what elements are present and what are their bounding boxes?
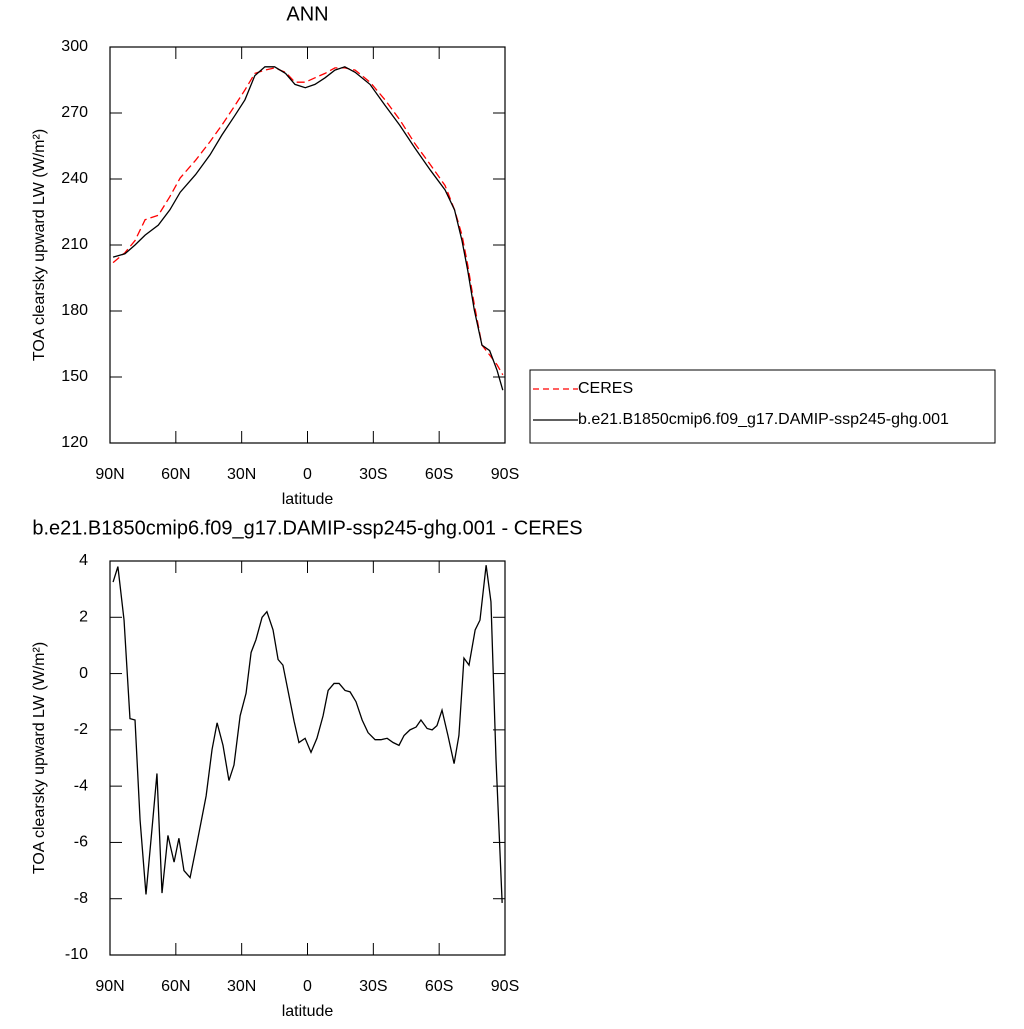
x-tick-label: 60N	[161, 466, 190, 483]
x-axis-label: latitude	[282, 491, 334, 508]
x-axis-label: latitude	[282, 1003, 334, 1020]
y-tick-label: 270	[61, 104, 88, 121]
y-tick-label: -4	[74, 777, 88, 794]
y-tick-label: 0	[79, 665, 88, 682]
chart-title: ANN	[286, 3, 328, 25]
y-tick-label: 300	[61, 38, 88, 55]
x-tick-label: 90N	[95, 978, 124, 995]
plot-frame	[109, 46, 506, 444]
x-tick-label: 90S	[491, 466, 519, 483]
y-axis-label: TOA clearsky upward LW (W/m²)	[31, 129, 48, 361]
x-tick-label: 30N	[227, 978, 256, 995]
x-tick-label: 0	[303, 466, 312, 483]
y-tick-label: 240	[61, 170, 88, 187]
x-tick-label: 60S	[425, 978, 453, 995]
y-tick-label: 4	[79, 552, 88, 569]
legend-label: b.e21.B1850cmip6.f09_g17.DAMIP-ssp245-gh…	[578, 411, 949, 428]
chart-title: b.e21.B1850cmip6.f09_g17.DAMIP-ssp245-gh…	[32, 517, 582, 539]
data-line	[112, 66, 504, 391]
data-line	[112, 67, 504, 376]
data-line	[112, 565, 503, 903]
x-tick-label: 90S	[491, 978, 519, 995]
y-tick-label: -8	[74, 890, 88, 907]
y-tick-label: -10	[65, 946, 88, 963]
y-axis-label: TOA clearsky upward LW (W/m²)	[31, 642, 48, 874]
y-tick-label: 150	[61, 368, 88, 385]
plot-frame	[109, 560, 506, 956]
y-tick-label: 210	[61, 236, 88, 253]
x-tick-label: 30S	[359, 978, 387, 995]
y-tick-label: 120	[61, 434, 88, 451]
x-tick-label: 0	[303, 978, 312, 995]
y-tick-label: 180	[61, 302, 88, 319]
x-tick-label: 30N	[227, 466, 256, 483]
y-tick-label: 2	[79, 609, 88, 626]
x-tick-label: 60S	[425, 466, 453, 483]
legend-box	[529, 369, 996, 444]
x-tick-label: 60N	[161, 978, 190, 995]
x-tick-label: 90N	[95, 466, 124, 483]
legend-label: CERES	[578, 380, 633, 397]
x-tick-label: 30S	[359, 466, 387, 483]
y-tick-label: -6	[74, 834, 88, 851]
y-tick-label: -2	[74, 721, 88, 738]
